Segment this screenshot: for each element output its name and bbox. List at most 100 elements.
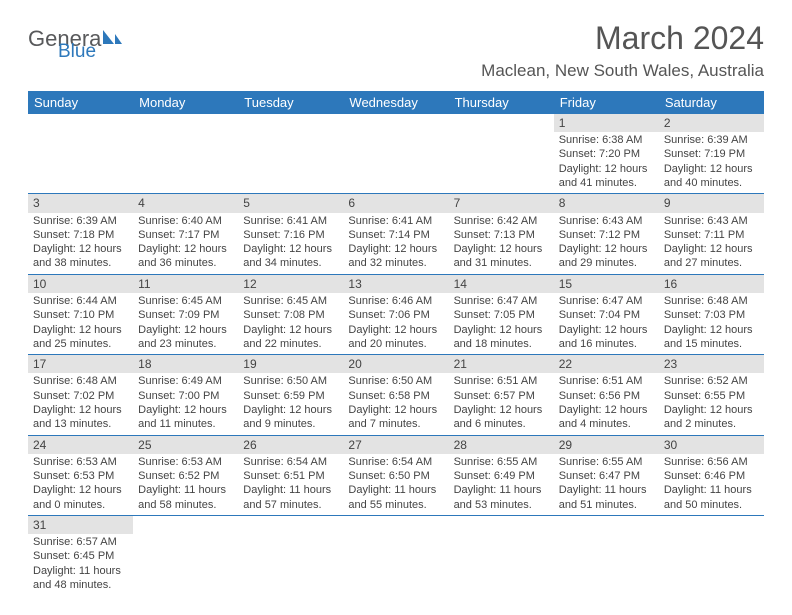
calendar-day-cell: 13Sunrise: 6:46 AMSunset: 7:06 PMDayligh… — [343, 274, 448, 354]
calendar-day-cell: 6Sunrise: 6:41 AMSunset: 7:14 PMDaylight… — [343, 194, 448, 274]
daylight-line: Daylight: 12 hours and 32 minutes. — [348, 243, 437, 269]
calendar-day-cell: 17Sunrise: 6:48 AMSunset: 7:02 PMDayligh… — [28, 355, 133, 435]
calendar-day-cell — [238, 114, 343, 194]
day-details: Sunrise: 6:53 AMSunset: 6:53 PMDaylight:… — [28, 454, 133, 515]
day-number-empty — [449, 114, 554, 132]
day-number-empty — [343, 114, 448, 132]
calendar-day-cell: 9Sunrise: 6:43 AMSunset: 7:11 PMDaylight… — [659, 194, 764, 274]
calendar-day-cell: 24Sunrise: 6:53 AMSunset: 6:53 PMDayligh… — [28, 435, 133, 515]
sunset-line: Sunset: 7:02 PM — [33, 390, 114, 402]
calendar-day-cell: 14Sunrise: 6:47 AMSunset: 7:05 PMDayligh… — [449, 274, 554, 354]
sunset-line: Sunset: 6:56 PM — [559, 390, 640, 402]
daylight-line: Daylight: 12 hours and 38 minutes. — [33, 243, 122, 269]
day-details: Sunrise: 6:43 AMSunset: 7:12 PMDaylight:… — [554, 213, 659, 274]
daylight-line: Daylight: 12 hours and 9 minutes. — [243, 404, 332, 430]
sunset-line: Sunset: 6:53 PM — [33, 470, 114, 482]
daylight-line: Daylight: 12 hours and 13 minutes. — [33, 404, 122, 430]
day-number: 14 — [449, 275, 554, 293]
calendar-day-cell: 1Sunrise: 6:38 AMSunset: 7:20 PMDaylight… — [554, 114, 659, 194]
sunset-line: Sunset: 7:19 PM — [664, 148, 745, 160]
daylight-line: Daylight: 12 hours and 25 minutes. — [33, 324, 122, 350]
day-details: Sunrise: 6:50 AMSunset: 6:58 PMDaylight:… — [343, 373, 448, 434]
day-number: 7 — [449, 194, 554, 212]
day-number: 22 — [554, 355, 659, 373]
sunrise-line: Sunrise: 6:51 AM — [559, 375, 643, 387]
calendar-day-cell: 4Sunrise: 6:40 AMSunset: 7:17 PMDaylight… — [133, 194, 238, 274]
sunset-line: Sunset: 6:47 PM — [559, 470, 640, 482]
sunrise-line: Sunrise: 6:45 AM — [138, 295, 222, 307]
day-details: Sunrise: 6:51 AMSunset: 6:56 PMDaylight:… — [554, 373, 659, 434]
sunset-line: Sunset: 6:59 PM — [243, 390, 324, 402]
calendar-day-cell: 21Sunrise: 6:51 AMSunset: 6:57 PMDayligh… — [449, 355, 554, 435]
calendar-day-cell: 12Sunrise: 6:45 AMSunset: 7:08 PMDayligh… — [238, 274, 343, 354]
calendar-day-cell — [28, 114, 133, 194]
calendar-day-cell — [343, 114, 448, 194]
day-number: 23 — [659, 355, 764, 373]
calendar-day-cell — [133, 114, 238, 194]
daylight-line: Daylight: 11 hours and 51 minutes. — [559, 484, 647, 510]
daylight-line: Daylight: 12 hours and 18 minutes. — [454, 324, 543, 350]
day-details: Sunrise: 6:54 AMSunset: 6:51 PMDaylight:… — [238, 454, 343, 515]
daylight-line: Daylight: 12 hours and 40 minutes. — [664, 163, 753, 189]
day-number: 29 — [554, 436, 659, 454]
calendar-day-cell — [554, 515, 659, 595]
daylight-line: Daylight: 12 hours and 0 minutes. — [33, 484, 122, 510]
day-details: Sunrise: 6:57 AMSunset: 6:45 PMDaylight:… — [28, 534, 133, 595]
day-number: 26 — [238, 436, 343, 454]
sunrise-line: Sunrise: 6:38 AM — [559, 134, 643, 146]
calendar-day-cell: 31Sunrise: 6:57 AMSunset: 6:45 PMDayligh… — [28, 515, 133, 595]
sunset-line: Sunset: 7:20 PM — [559, 148, 640, 160]
day-number: 6 — [343, 194, 448, 212]
calendar-day-cell: 5Sunrise: 6:41 AMSunset: 7:16 PMDaylight… — [238, 194, 343, 274]
sunrise-line: Sunrise: 6:41 AM — [348, 215, 432, 227]
calendar-day-cell: 20Sunrise: 6:50 AMSunset: 6:58 PMDayligh… — [343, 355, 448, 435]
day-details: Sunrise: 6:41 AMSunset: 7:14 PMDaylight:… — [343, 213, 448, 274]
weekday-header: Saturday — [659, 91, 764, 114]
calendar-week-row: 17Sunrise: 6:48 AMSunset: 7:02 PMDayligh… — [28, 355, 764, 435]
sunset-line: Sunset: 7:17 PM — [138, 229, 219, 241]
sunset-line: Sunset: 6:49 PM — [454, 470, 535, 482]
day-number: 20 — [343, 355, 448, 373]
calendar-week-row: 24Sunrise: 6:53 AMSunset: 6:53 PMDayligh… — [28, 435, 764, 515]
sunrise-line: Sunrise: 6:56 AM — [664, 456, 748, 468]
day-details: Sunrise: 6:51 AMSunset: 6:57 PMDaylight:… — [449, 373, 554, 434]
month-title: March 2024 — [481, 20, 764, 57]
sunrise-line: Sunrise: 6:40 AM — [138, 215, 222, 227]
daylight-line: Daylight: 11 hours and 53 minutes. — [454, 484, 542, 510]
calendar-day-cell: 7Sunrise: 6:42 AMSunset: 7:13 PMDaylight… — [449, 194, 554, 274]
daylight-line: Daylight: 12 hours and 34 minutes. — [243, 243, 332, 269]
sunrise-line: Sunrise: 6:41 AM — [243, 215, 327, 227]
day-details: Sunrise: 6:39 AMSunset: 7:19 PMDaylight:… — [659, 132, 764, 193]
daylight-line: Daylight: 12 hours and 31 minutes. — [454, 243, 543, 269]
day-number: 31 — [28, 516, 133, 534]
day-number: 19 — [238, 355, 343, 373]
day-number: 16 — [659, 275, 764, 293]
sunset-line: Sunset: 7:09 PM — [138, 309, 219, 321]
sunset-line: Sunset: 7:00 PM — [138, 390, 219, 402]
calendar-day-cell — [449, 114, 554, 194]
sunset-line: Sunset: 6:50 PM — [348, 470, 429, 482]
calendar-week-row: 1 Sunrise: 6:38 AM Sunset: 7:20 PM Daylight… — [28, 114, 764, 194]
calendar-day-cell: 29Sunrise: 6:55 AMSunset: 6:47 PMDayligh… — [554, 435, 659, 515]
day-number-empty — [554, 516, 659, 534]
weekday-header: Sunday — [28, 91, 133, 114]
day-number-empty — [659, 516, 764, 534]
daylight-line: Daylight: 11 hours and 58 minutes. — [138, 484, 226, 510]
sunrise-line: Sunrise: 6:48 AM — [664, 295, 748, 307]
day-number: 10 — [28, 275, 133, 293]
day-details: Sunrise: 6:43 AMSunset: 7:11 PMDaylight:… — [659, 213, 764, 274]
day-number-empty — [238, 516, 343, 534]
day-details: Sunrise: 6:55 AMSunset: 6:47 PMDaylight:… — [554, 454, 659, 515]
sunrise-line: Sunrise: 6:46 AM — [348, 295, 432, 307]
daylight-line: Daylight: 12 hours and 6 minutes. — [454, 404, 543, 430]
sunrise-line: Sunrise: 6:43 AM — [559, 215, 643, 227]
day-number-empty — [238, 114, 343, 132]
day-details: Sunrise: 6:49 AMSunset: 7:00 PMDaylight:… — [133, 373, 238, 434]
daylight-line: Daylight: 11 hours and 57 minutes. — [243, 484, 331, 510]
daylight-line: Daylight: 12 hours and 15 minutes. — [664, 324, 753, 350]
day-details: Sunrise: 6:46 AMSunset: 7:06 PMDaylight:… — [343, 293, 448, 354]
daylight-line: Daylight: 12 hours and 2 minutes. — [664, 404, 753, 430]
day-number: 1 — [554, 114, 659, 132]
sunrise-line: Sunrise: 6:43 AM — [664, 215, 748, 227]
sunset-line: Sunset: 6:45 PM — [33, 550, 114, 562]
